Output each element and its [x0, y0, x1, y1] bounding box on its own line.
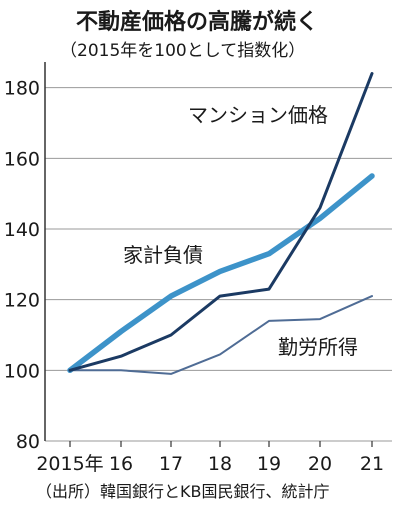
- x-tick-label: 2015年: [36, 453, 103, 475]
- x-tick-label: 20: [308, 453, 332, 475]
- x-tick-label: 21: [360, 453, 384, 475]
- series-label-2: 勤労所得: [278, 335, 358, 359]
- chart-subtitle: （2015年を100として指数化）: [60, 41, 306, 61]
- y-tick-label: 120: [4, 290, 40, 312]
- series-line-0: [68, 72, 374, 372]
- x-tick-label: 17: [159, 453, 183, 475]
- x-tick-label: 18: [208, 453, 232, 475]
- y-tick-label: 100: [4, 360, 40, 382]
- series-label-0: マンション価格: [188, 103, 328, 127]
- y-tick-label: 140: [4, 219, 40, 241]
- y-tick-label: 80: [16, 431, 40, 453]
- chart-title: 不動産価格の高騰が続く: [76, 10, 319, 35]
- series-line-2: [69, 295, 373, 375]
- y-tick-label: 180: [4, 78, 40, 100]
- x-tick-label: 16: [109, 453, 133, 475]
- x-tick-label: 19: [257, 453, 281, 475]
- source-note: （出所）韓国銀行とKB国民銀行、統計庁: [36, 482, 330, 501]
- series-label-1: 家計負債: [123, 243, 203, 267]
- series-line-1: [67, 173, 375, 374]
- y-tick-label: 160: [4, 148, 40, 170]
